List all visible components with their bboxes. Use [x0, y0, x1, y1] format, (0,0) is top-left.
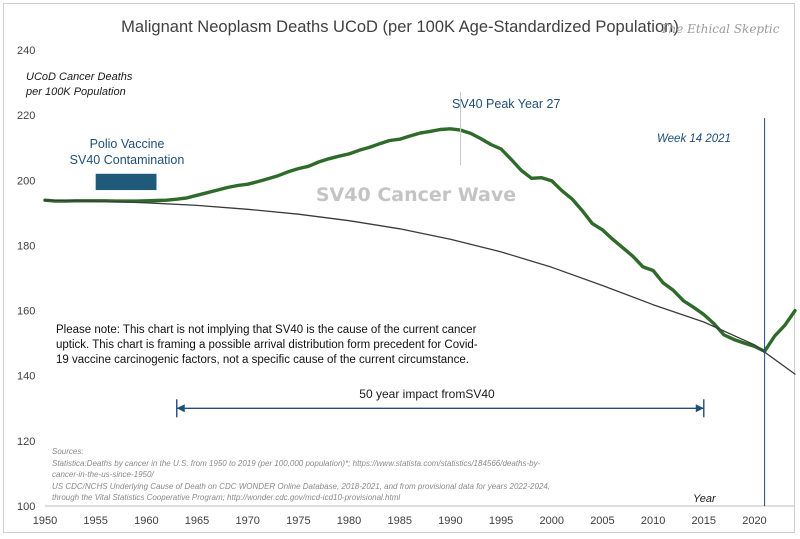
- note-line3: 19 vaccine carcinogenic factors, not a s…: [56, 354, 469, 366]
- x-tick-label: 1980: [337, 515, 361, 527]
- sv40-wave-label: SV40 Cancer Wave: [316, 184, 516, 206]
- x-axis-label: Year: [693, 493, 717, 505]
- polio-label-line1: Polio Vaccine: [90, 137, 165, 151]
- y-tick-label: 140: [17, 371, 35, 383]
- y-tick-label: 100: [17, 501, 35, 513]
- y-axis-label-line1: UCoD Cancer Deaths: [26, 71, 133, 83]
- x-tick-label: 2020: [742, 515, 766, 527]
- series-line-actual: [43, 127, 797, 353]
- x-tick-label: 1970: [235, 515, 259, 527]
- y-tick-label: 180: [17, 240, 35, 252]
- polio-vaccine-marker: [95, 173, 157, 191]
- chart-title: Malignant Neoplasm Deaths UCoD (per 100K…: [121, 18, 679, 36]
- x-tick-label: 2015: [692, 515, 716, 527]
- impact-arrowhead-right: [695, 404, 704, 413]
- x-tick-label: 1990: [438, 515, 462, 527]
- x-tick-label: 2010: [641, 515, 665, 527]
- week-label: Week 14 2021: [657, 133, 731, 145]
- x-tick-label: 2005: [590, 515, 614, 527]
- peak-label: SV40 Peak Year 27: [452, 97, 560, 111]
- x-tick-label: 1985: [387, 515, 411, 527]
- brand-watermark: The Ethical Skeptic: [661, 22, 780, 36]
- sources-line-2: cancer-in-the-us-since-1950/: [52, 470, 154, 479]
- impact-arrow: [176, 399, 705, 418]
- x-tick-label: 1955: [83, 515, 107, 527]
- note-line2: uptick. This chart is framing a possible…: [56, 339, 478, 351]
- sources-line-3: US CDC/NCHS Underlying Cause of Death on…: [52, 482, 550, 491]
- y-tick-label: 120: [17, 436, 35, 448]
- x-tick-label: 1960: [134, 515, 158, 527]
- note-line1: Please note: This chart is not implying …: [56, 324, 477, 336]
- sources-line-4: through the Vital Statistics Cooperative…: [52, 493, 400, 502]
- y-tick-label: 240: [17, 45, 35, 57]
- impact-arrowhead-left: [176, 404, 185, 413]
- x-axis-ticks: 1950 1955 1960 1965 1970 1975 1980 1985 1990 1995…: [33, 515, 767, 527]
- y-tick-label: 220: [17, 110, 35, 122]
- x-tick-label: 1975: [286, 515, 310, 527]
- x-tick-label: 1965: [185, 515, 209, 527]
- series-layer: [43, 127, 797, 375]
- sources-line-0: Sources:: [52, 447, 84, 456]
- y-tick-label: 200: [17, 175, 35, 187]
- x-tick-label: 1995: [489, 515, 513, 527]
- impact-label: 50 year impact fromSV40: [359, 387, 495, 401]
- y-tick-label: 160: [17, 306, 35, 318]
- y-axis-label-line2: per 100K Population: [25, 86, 126, 98]
- y-axis-ticks: 100 120 140 160 180 200 220 240: [17, 45, 35, 513]
- sources-line-1: Statistica:Deaths by cancer in the U.S. …: [52, 459, 541, 468]
- x-tick-label: 1950: [33, 515, 57, 527]
- series-line-trend: [44, 199, 796, 375]
- chart-frame: [3, 3, 795, 533]
- x-tick-label: 2000: [540, 515, 564, 527]
- polio-label-line2: SV40 Contamination: [70, 153, 185, 167]
